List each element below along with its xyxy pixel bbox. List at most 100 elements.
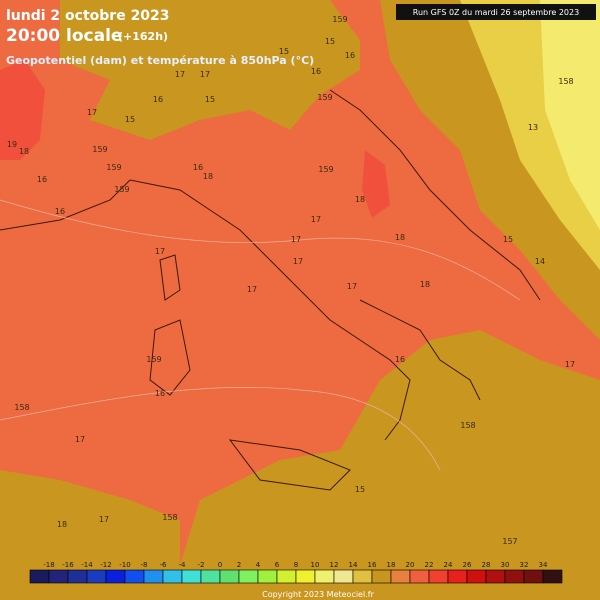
- contour-label: 159: [332, 15, 347, 24]
- color-swatch: [409, 569, 430, 584]
- contour-label: 19: [7, 140, 17, 149]
- contour-label: 17: [565, 360, 575, 369]
- scale-label: -6: [160, 561, 168, 569]
- contour-label: 17: [87, 108, 97, 117]
- coastlines: [0, 89, 541, 491]
- contour-label: 15: [355, 485, 365, 494]
- contour-label: 159: [92, 145, 107, 154]
- contour-label: 16: [37, 175, 47, 184]
- scale-label: 20: [406, 561, 415, 569]
- contour-label: 15: [503, 235, 513, 244]
- scale-label: 4: [256, 561, 261, 569]
- color-swatch: [390, 569, 411, 584]
- contour-label: 17: [247, 285, 257, 294]
- contour-label: 16: [193, 163, 203, 172]
- scale-label: 18: [387, 561, 396, 569]
- color-swatch: [485, 569, 506, 584]
- color-swatch: [143, 569, 164, 584]
- contour-label: 16: [395, 355, 405, 364]
- cool-zone: [60, 0, 360, 140]
- contour-label: 15: [125, 115, 135, 124]
- contour-label: 17: [293, 257, 303, 266]
- color-swatch: [504, 569, 525, 584]
- color-swatch: [295, 569, 316, 584]
- scale-label: 14: [349, 561, 358, 569]
- color-swatch: [352, 569, 373, 584]
- scale-label: 32: [520, 561, 529, 569]
- time: 20:00 locale: [6, 26, 122, 46]
- lead-time: (+162h): [118, 30, 168, 43]
- contour-label: 17: [99, 515, 109, 524]
- color-swatch: [523, 569, 544, 584]
- contour-label: 17: [155, 247, 165, 256]
- color-swatch: [219, 569, 240, 584]
- contour-label: 17: [347, 282, 357, 291]
- scale-label: -12: [100, 561, 111, 569]
- contour-label: 158: [558, 77, 573, 86]
- color-swatch: [466, 569, 487, 584]
- contour-label: 158: [460, 421, 475, 430]
- cool-zone: [0, 470, 180, 565]
- scale-label: 12: [330, 561, 339, 569]
- contour-label: 18: [395, 233, 405, 242]
- hot-zone: [362, 150, 390, 218]
- cool-zone: [180, 330, 600, 565]
- color-swatch: [48, 569, 69, 584]
- color-swatch: [447, 569, 468, 584]
- scale-label: 30: [501, 561, 510, 569]
- contour-label: 158: [162, 513, 177, 522]
- contour-label: 18: [420, 280, 430, 289]
- contour-label: 17: [311, 215, 321, 224]
- color-swatch: [124, 569, 145, 584]
- contour-label: 14: [535, 257, 545, 266]
- contour-label: 159: [146, 355, 161, 364]
- scale-label: 8: [294, 561, 298, 569]
- hot-zone: [0, 60, 45, 160]
- contour-label: 16: [155, 389, 165, 398]
- scale-label: 22: [425, 561, 434, 569]
- scale-label: 10: [311, 561, 320, 569]
- scale-label: 24: [444, 561, 453, 569]
- scale-label: -4: [179, 561, 187, 569]
- color-swatch: [162, 569, 183, 584]
- color-swatch: [276, 569, 297, 584]
- scale-label: 6: [275, 561, 280, 569]
- contour-label: 18: [203, 172, 213, 181]
- color-swatch: [314, 569, 335, 584]
- contour-label: 15: [205, 95, 215, 104]
- scale-label: 2: [237, 561, 241, 569]
- color-swatch: [333, 569, 354, 584]
- scale-label: 28: [482, 561, 491, 569]
- contour-label: 17: [75, 435, 85, 444]
- contour-label: 13: [528, 123, 538, 132]
- contour-label: 18: [57, 520, 67, 529]
- scale-label: -14: [81, 561, 93, 569]
- scale-label: -2: [198, 561, 205, 569]
- contour-label: 159: [318, 165, 333, 174]
- contour-label: 18: [355, 195, 365, 204]
- copyright: Copyright 2023 Meteociel.fr: [262, 590, 374, 599]
- color-scale: -18 -16 -14 -12 -10 -8 -6 -4 -2 0 2 4 6 8 10 12 14 16 18 20…: [29, 561, 563, 584]
- color-swatch: [371, 569, 392, 584]
- scale-label: -16: [62, 561, 74, 569]
- yellow-zone: [540, 0, 600, 230]
- color-swatch: [542, 569, 563, 584]
- contour-label: 16: [153, 95, 163, 104]
- contour-label: 17: [175, 70, 185, 79]
- isohypses: [0, 199, 521, 471]
- color-swatch: [238, 569, 259, 584]
- scale-label: 26: [463, 561, 472, 569]
- contour-label: 17: [200, 70, 210, 79]
- contour-label: 18: [19, 147, 29, 156]
- date: lundi 2 octobre 2023: [6, 8, 170, 24]
- contour-label: 15: [279, 47, 289, 56]
- color-swatch: [105, 569, 126, 584]
- color-swatch: [428, 569, 449, 584]
- scale-label: 16: [368, 561, 377, 569]
- run-box: [396, 4, 596, 20]
- contour-label: 159: [106, 163, 121, 172]
- color-swatch: [200, 569, 221, 584]
- color-swatch: [29, 569, 50, 584]
